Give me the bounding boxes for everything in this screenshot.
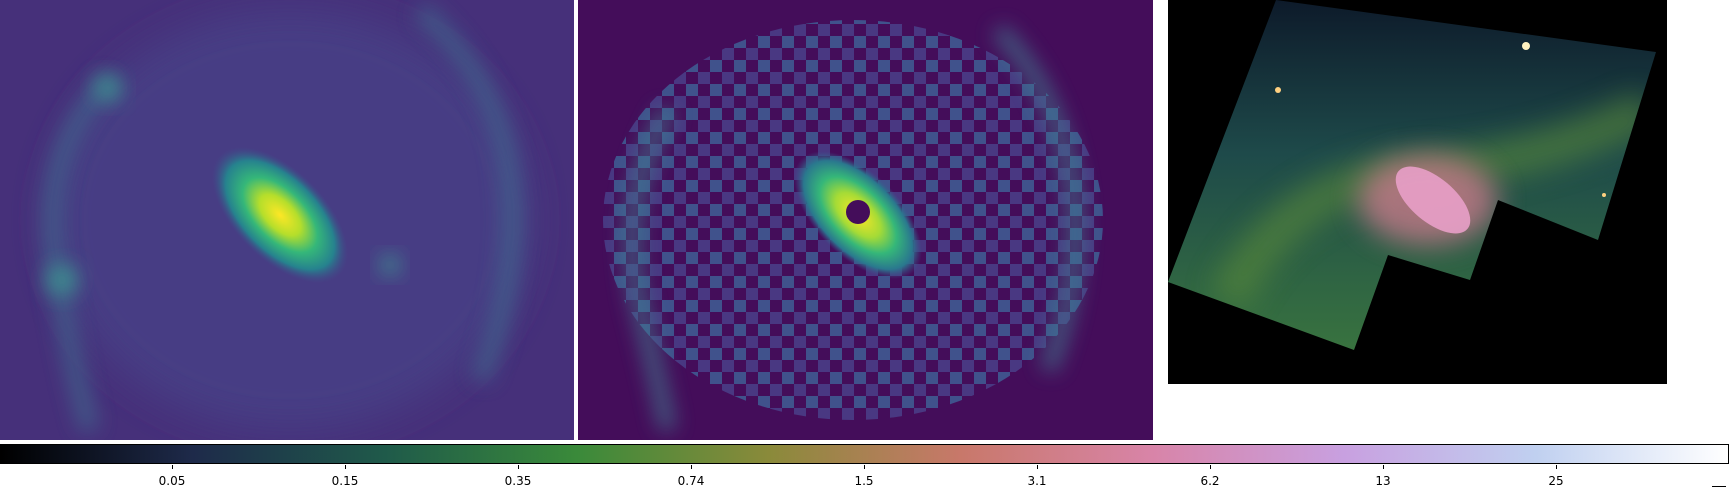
colorbar-tick-label: 1.5 <box>854 474 874 488</box>
masked-map-image <box>578 0 1153 440</box>
colorbar-tick-label: 0.05 <box>158 474 186 488</box>
smooth-map-panel <box>0 0 574 440</box>
colorbar-tick <box>1383 465 1384 469</box>
colorbar-tick <box>1037 465 1038 469</box>
masked-map-panel <box>578 0 1153 440</box>
color-composite-panel <box>1168 0 1667 384</box>
colorbar-tick-label: 13 <box>1375 474 1391 488</box>
colorbar-tick <box>172 465 173 469</box>
colorbar-tick-label: 0.15 <box>331 474 359 488</box>
corner-mark <box>1712 486 1726 487</box>
colorbar <box>0 444 1729 464</box>
colorbar-tick <box>518 465 519 469</box>
smooth-map-image <box>0 0 574 440</box>
colorbar-tick-label: 25 <box>1548 474 1564 488</box>
colorbar-tick-label: 3.1 <box>1027 474 1047 488</box>
colorbar-tick-label: 0.74 <box>677 474 705 488</box>
color-composite-image <box>1168 0 1667 384</box>
colorbar-tick <box>864 465 865 469</box>
colorbar-tick-label: 6.2 <box>1200 474 1220 488</box>
colorbar-tick <box>345 465 346 469</box>
colorbar-tick-label: 0.35 <box>504 474 532 488</box>
colorbar-tick <box>1210 465 1211 469</box>
colorbar-tick <box>1556 465 1557 469</box>
colorbar-tick <box>691 465 692 469</box>
